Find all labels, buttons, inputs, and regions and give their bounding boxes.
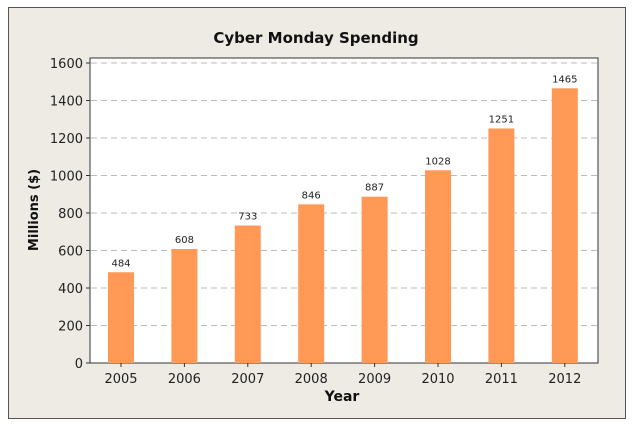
y-tick-label: 200 bbox=[58, 320, 83, 335]
y-tick-label: 1200 bbox=[50, 132, 83, 147]
bar bbox=[298, 204, 325, 363]
y-axis-label: Millions ($) bbox=[27, 169, 42, 251]
y-tick-label: 800 bbox=[58, 207, 83, 222]
data-label: 887 bbox=[365, 183, 384, 194]
y-tick-label: 1600 bbox=[50, 57, 83, 72]
x-tick-label: 2009 bbox=[358, 372, 391, 387]
x-tick-label: 2012 bbox=[548, 372, 581, 387]
bar bbox=[108, 272, 134, 363]
data-label: 1251 bbox=[489, 114, 514, 125]
x-tick-label: 2010 bbox=[421, 372, 454, 387]
bar bbox=[171, 249, 198, 363]
y-tick-label: 400 bbox=[58, 282, 83, 297]
y-tick-label: 1400 bbox=[50, 95, 83, 110]
y-tick-label: 0 bbox=[75, 357, 83, 372]
y-tick-label: 600 bbox=[58, 245, 83, 260]
x-tick-label: 2006 bbox=[168, 372, 201, 387]
x-tick-label: 2011 bbox=[485, 372, 518, 387]
y-tick-label: 1000 bbox=[50, 170, 83, 185]
data-label: 1465 bbox=[552, 74, 577, 85]
x-tick-label: 2008 bbox=[295, 372, 328, 387]
bar bbox=[551, 88, 578, 363]
x-tick-label: 2007 bbox=[231, 372, 264, 387]
bar bbox=[234, 225, 261, 363]
bar bbox=[361, 196, 388, 363]
chart-title: Cyber Monday Spending bbox=[213, 29, 418, 47]
data-label: 1028 bbox=[425, 156, 450, 167]
plot-area bbox=[89, 57, 599, 364]
x-axis-label: Year bbox=[324, 389, 360, 405]
x-tick-label: 2005 bbox=[104, 372, 137, 387]
data-label: 484 bbox=[111, 258, 130, 269]
data-label: 608 bbox=[175, 235, 194, 246]
bar bbox=[425, 170, 451, 363]
data-label: 846 bbox=[302, 190, 321, 201]
data-label: 733 bbox=[238, 212, 257, 223]
bar bbox=[488, 128, 515, 363]
